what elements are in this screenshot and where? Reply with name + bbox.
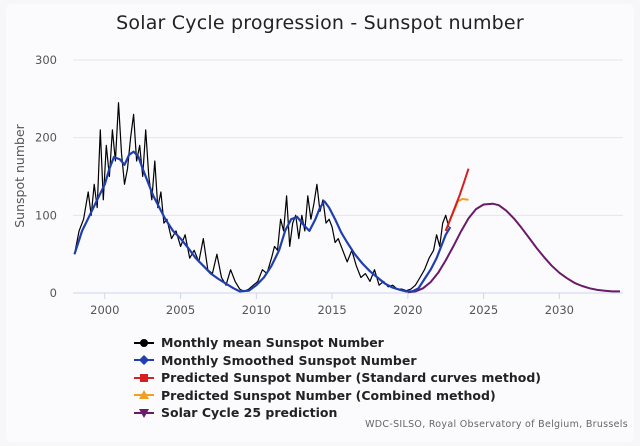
x-tick-label: 2005 xyxy=(166,303,195,317)
chart-title: Solar Cycle progression - Sunspot number xyxy=(116,12,524,34)
credits[interactable]: WDC-SILSO, Royal Observatory of Belgium,… xyxy=(365,419,628,430)
legend-label: Solar Cycle 25 prediction xyxy=(161,405,338,421)
legend-label: Monthly Smoothed Sunspot Number xyxy=(161,352,417,368)
x-tick-label: 2010 xyxy=(242,303,271,317)
x-tick-label: 2020 xyxy=(393,303,422,317)
legend-label: Predicted Sunspot Number (Combined metho… xyxy=(161,387,496,403)
circle-marker-icon xyxy=(134,338,154,347)
series-cycle25-prediction xyxy=(407,202,620,294)
series-smoothed xyxy=(73,150,452,293)
gridlines xyxy=(73,59,623,294)
series-monthly-mean xyxy=(73,102,450,292)
y-tick-label: 0 xyxy=(50,286,57,300)
legend-item-combined[interactable]: Predicted Sunspot Number (Combined metho… xyxy=(133,387,541,405)
legend-item-cycle25[interactable]: Solar Cycle 25 prediction xyxy=(133,404,541,422)
legend: Monthly mean Sunspot Number Monthly Smoo… xyxy=(133,334,541,422)
y-tick-label: 200 xyxy=(35,131,57,145)
legend-item-standard-curves[interactable]: Predicted Sunspot Number (Standard curve… xyxy=(133,369,541,387)
legend-label: Monthly mean Sunspot Number xyxy=(161,335,384,351)
y-axis-ticks: 0 100 200 300 xyxy=(35,53,57,300)
y-tick-label: 300 xyxy=(35,53,57,67)
x-tick-label: 2025 xyxy=(469,303,498,317)
x-axis-ticks: 2000 2005 2010 2015 2020 2025 2030 xyxy=(90,293,574,317)
triangle-down-marker-icon xyxy=(134,408,154,418)
y-axis-label: Sunspot number xyxy=(12,123,27,227)
y-tick-label: 100 xyxy=(35,208,57,222)
legend-label: Predicted Sunspot Number (Standard curve… xyxy=(161,370,542,386)
x-tick-label: 2030 xyxy=(545,303,574,317)
square-marker-icon xyxy=(134,373,154,382)
legend-item-monthly-mean[interactable]: Monthly mean Sunspot Number xyxy=(133,334,541,352)
x-tick-label: 2000 xyxy=(90,303,119,317)
legend-item-smoothed[interactable]: Monthly Smoothed Sunspot Number xyxy=(133,352,541,370)
series-group xyxy=(73,102,620,294)
series-standard-curves xyxy=(444,168,470,232)
diamond-marker-icon xyxy=(134,355,154,366)
x-tick-label: 2015 xyxy=(317,303,346,317)
triangle-up-marker-icon xyxy=(134,390,154,400)
chart-card xyxy=(6,4,634,442)
